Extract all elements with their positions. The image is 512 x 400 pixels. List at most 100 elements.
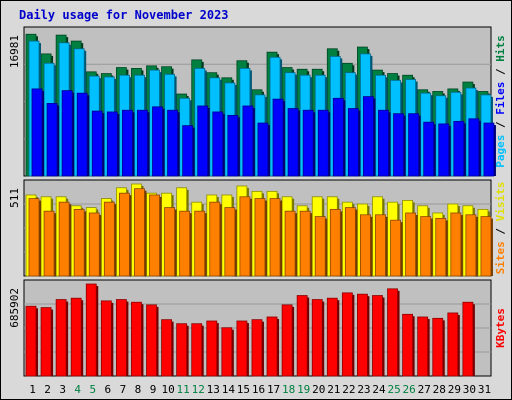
bar-kbytes-day-26 — [402, 313, 414, 377]
bar-pages-day-21 — [332, 97, 344, 177]
x-tick-label: 14 — [222, 383, 236, 396]
bar-kbytes-day-15 — [236, 320, 248, 377]
bar-sites-day-10 — [164, 207, 175, 277]
bar-pages-day-10 — [167, 109, 178, 177]
bar-sites-day-25 — [390, 219, 401, 277]
bar-sites-day-5 — [88, 212, 100, 277]
bar-sites-day-6 — [103, 201, 115, 277]
bar-kbytes-day-25 — [387, 288, 398, 377]
bar-sites-day-2 — [43, 210, 55, 277]
bar-kbytes-day-17 — [266, 316, 278, 377]
x-tick-label: 1 — [29, 383, 36, 396]
bar-kbytes-day-5 — [85, 283, 97, 377]
bar-sites-day-27 — [420, 216, 432, 277]
bar-kbytes-day-4 — [70, 297, 82, 377]
bar-pages-day-6 — [106, 111, 118, 177]
bar-sites-day-12 — [194, 210, 206, 277]
x-tick-label: 22 — [342, 383, 355, 396]
bar-kbytes-day-30 — [462, 301, 474, 377]
bar-pages-day-4 — [76, 92, 88, 177]
bar-sites-day-31 — [480, 216, 492, 277]
bar-sites-day-11 — [179, 210, 191, 277]
bar-kbytes-day-21 — [326, 297, 338, 377]
bar-pages-day-18 — [287, 108, 299, 177]
x-tick-label: 5 — [89, 383, 96, 396]
bar-pages-day-27 — [423, 121, 435, 177]
bar-pages-day-20 — [317, 109, 329, 177]
bar-sites-day-13 — [209, 201, 221, 277]
x-tick-label: 20 — [312, 383, 325, 396]
bar-kbytes-day-28 — [432, 317, 444, 377]
bar-sites-day-24 — [375, 214, 386, 277]
bar-kbytes-day-6 — [100, 300, 112, 377]
bar-kbytes-day-22 — [341, 292, 353, 377]
x-tick-label: 8 — [135, 383, 142, 396]
x-tick-label: 30 — [463, 383, 476, 396]
bar-sites-day-30 — [465, 214, 477, 277]
legend-part: Files — [494, 82, 507, 115]
bar-kbytes-day-29 — [447, 312, 459, 377]
bar-kbytes-day-12 — [191, 323, 203, 377]
legend-kbytes: KBytes — [494, 308, 507, 348]
x-tick-label: 3 — [59, 383, 66, 396]
x-tick-label: 23 — [357, 383, 370, 396]
bar-pages-day-7 — [121, 109, 133, 177]
bar-sites-day-3 — [58, 201, 70, 277]
bar-sites-day-16 — [254, 198, 266, 277]
bar-sites-day-29 — [450, 212, 462, 277]
x-tick-label: 28 — [433, 383, 446, 396]
legend-visits: Sites / Visits — [494, 182, 507, 275]
bar-kbytes-day-13 — [206, 320, 218, 377]
x-tick-label: 4 — [74, 383, 81, 396]
bar-pages-day-19 — [302, 109, 314, 177]
legend-part: / — [494, 115, 507, 135]
bar-kbytes-day-8 — [131, 301, 142, 377]
x-tick-label: 27 — [418, 383, 431, 396]
bar-pages-day-8 — [137, 109, 148, 177]
bar-sites-day-1 — [28, 198, 40, 277]
bar-sites-day-26 — [405, 212, 417, 277]
x-tick-label: 31 — [478, 383, 491, 396]
x-tick-label: 26 — [403, 383, 416, 396]
x-tick-label: 13 — [207, 383, 220, 396]
x-tick-label: 10 — [161, 383, 174, 396]
x-tick-label: 29 — [448, 383, 461, 396]
bar-sites-day-28 — [435, 217, 447, 277]
bar-kbytes-day-18 — [281, 304, 293, 377]
bar-pages-day-30 — [468, 118, 480, 177]
bar-sites-day-19 — [299, 210, 311, 277]
max-label-requests: 16981 — [8, 35, 21, 68]
bar-pages-day-24 — [378, 109, 389, 177]
bar-pages-day-15 — [242, 105, 254, 177]
bar-sites-day-8 — [134, 188, 145, 277]
bar-kbytes-day-10 — [161, 319, 172, 377]
bar-kbytes-day-20 — [311, 299, 323, 377]
x-tick-label: 2 — [44, 383, 51, 396]
bar-pages-day-25 — [393, 113, 404, 177]
x-tick-label: 16 — [252, 383, 265, 396]
legend-part: Pages — [494, 135, 507, 168]
bar-pages-day-11 — [182, 125, 194, 177]
bar-kbytes-day-19 — [296, 295, 308, 377]
legend-part: Sites — [494, 241, 507, 274]
x-tick-label: 19 — [297, 383, 310, 396]
legend-requests: Pages / Files / Hits — [494, 35, 507, 168]
bar-pages-day-2 — [46, 103, 58, 177]
x-tick-label: 18 — [282, 383, 295, 396]
x-tick-label: 12 — [192, 383, 205, 396]
bar-pages-day-28 — [438, 123, 450, 177]
bar-sites-day-18 — [284, 210, 296, 277]
bar-sites-day-22 — [344, 207, 356, 277]
bar-pages-day-13 — [212, 111, 224, 177]
bar-kbytes-day-23 — [357, 293, 368, 377]
legend-part: Hits — [494, 35, 507, 62]
bar-kbytes-day-14 — [221, 327, 233, 377]
bar-sites-day-17 — [269, 198, 281, 277]
bar-pages-day-9 — [152, 106, 163, 177]
bar-kbytes-day-27 — [417, 316, 429, 377]
x-tick-label: 17 — [267, 383, 280, 396]
bar-pages-day-16 — [257, 122, 269, 177]
bar-kbytes-day-3 — [55, 299, 67, 377]
x-tick-label: 11 — [177, 383, 190, 396]
